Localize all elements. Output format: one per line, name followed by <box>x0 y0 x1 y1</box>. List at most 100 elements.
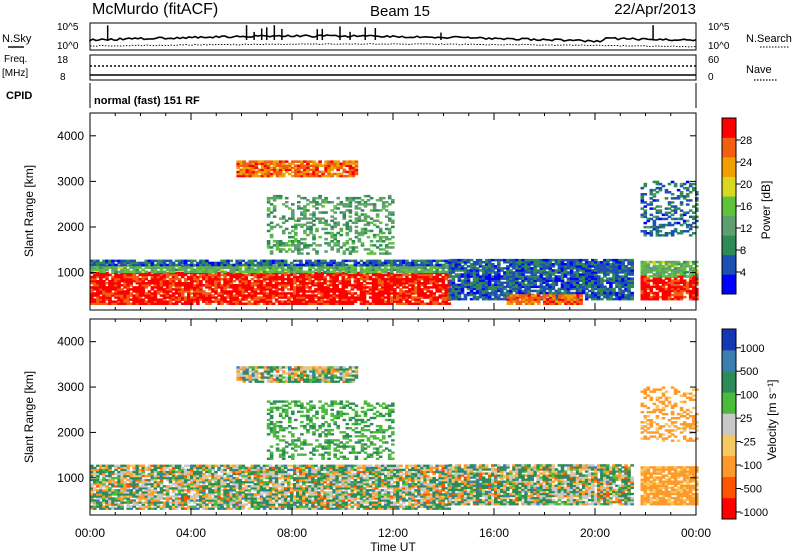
power-cell <box>162 292 167 295</box>
power-cell <box>312 233 316 237</box>
power-cell <box>356 298 361 301</box>
velocity-cell <box>99 489 103 492</box>
power-cell <box>609 269 613 272</box>
power-cell <box>692 262 696 266</box>
power-cell <box>567 300 571 303</box>
power-cell <box>159 261 164 265</box>
power-cell <box>472 273 477 276</box>
power-cell <box>271 292 276 295</box>
power-cell <box>405 259 409 263</box>
power-cell <box>591 271 595 274</box>
power-cell <box>649 289 654 293</box>
power-cell <box>126 284 130 287</box>
power-cell <box>390 286 394 289</box>
power-cell <box>487 293 492 297</box>
power-cell <box>438 270 442 274</box>
power-cell <box>555 300 559 303</box>
velocity-cell <box>105 474 109 478</box>
power-cell <box>305 284 309 287</box>
power-cell <box>324 162 328 165</box>
power-cell <box>342 250 347 253</box>
power-cell <box>303 164 307 167</box>
power-cell <box>475 269 480 272</box>
power-cell <box>138 302 143 305</box>
power-cell <box>174 300 179 303</box>
power-cell <box>679 191 684 194</box>
power-cell <box>371 300 376 303</box>
power-cell <box>348 168 353 172</box>
velocity-cell <box>99 503 103 506</box>
power-cell <box>353 292 358 295</box>
power-cell <box>417 279 421 283</box>
power-cell <box>105 286 109 289</box>
velocity-cell <box>90 464 94 467</box>
power-cell <box>290 288 294 291</box>
power-cell <box>266 168 271 172</box>
power-cell <box>396 286 400 289</box>
power-cell <box>679 279 684 282</box>
power-cell <box>256 266 261 269</box>
power-cell <box>402 298 406 301</box>
power-cell <box>396 296 400 299</box>
power-cell <box>515 279 519 282</box>
power-cell <box>463 271 468 274</box>
power-cell <box>90 290 94 293</box>
power-cell <box>150 266 155 269</box>
power-cell <box>332 277 336 281</box>
velocity-cell <box>90 483 94 486</box>
power-cell <box>551 265 556 268</box>
power-cell <box>120 277 124 281</box>
power-cell <box>667 283 672 287</box>
power-cell <box>463 273 468 276</box>
power-cell <box>673 279 678 282</box>
power-cell <box>554 279 559 282</box>
power-cell <box>475 283 480 287</box>
power-cell <box>661 213 666 217</box>
power-cell <box>318 160 322 163</box>
power-cell <box>500 269 504 272</box>
power-cell <box>117 279 121 283</box>
power-cell <box>597 271 601 274</box>
power-cell <box>600 293 604 297</box>
power-cell <box>664 295 669 299</box>
power-cell <box>354 162 359 165</box>
power-cell <box>521 265 525 268</box>
power-cell <box>314 263 318 267</box>
power-cell <box>609 265 613 268</box>
power-cell <box>676 221 681 225</box>
power-cell <box>569 261 574 264</box>
power-cell <box>132 294 136 297</box>
power-cell <box>114 292 118 295</box>
power-cell <box>664 269 669 272</box>
velocity-cell <box>105 466 109 470</box>
power-cell <box>527 285 531 289</box>
power-cell <box>560 265 565 268</box>
power-cell <box>475 263 480 266</box>
power-cell <box>494 291 498 295</box>
power-cell <box>566 277 571 280</box>
power-cell <box>93 288 97 291</box>
power-cell <box>435 286 439 289</box>
power-cell <box>646 287 651 291</box>
power-cell <box>685 283 690 287</box>
power-cell <box>667 207 672 210</box>
power-cell <box>329 288 333 291</box>
power-cell <box>253 279 258 283</box>
power-cell <box>266 160 271 163</box>
power-cell <box>655 232 660 235</box>
power-cell <box>649 203 654 206</box>
power-cell <box>183 263 188 267</box>
power-cell <box>297 207 301 210</box>
power-cell <box>245 162 250 165</box>
power-cell <box>652 269 657 272</box>
power-cell <box>472 279 477 282</box>
power-cell <box>563 281 568 284</box>
power-cell <box>235 292 239 295</box>
power-cell <box>673 277 678 280</box>
power-cell <box>420 296 424 299</box>
power-cell <box>371 294 376 297</box>
power-cell <box>572 273 577 276</box>
power-cell <box>658 281 663 284</box>
power-cell <box>242 170 247 174</box>
power-cell <box>429 282 433 285</box>
